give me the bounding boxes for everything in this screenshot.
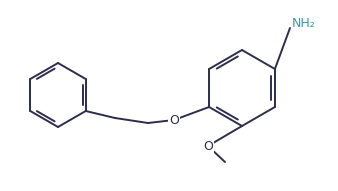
Text: NH₂: NH₂	[292, 16, 316, 29]
Text: O: O	[203, 139, 213, 152]
Text: O: O	[169, 113, 179, 126]
